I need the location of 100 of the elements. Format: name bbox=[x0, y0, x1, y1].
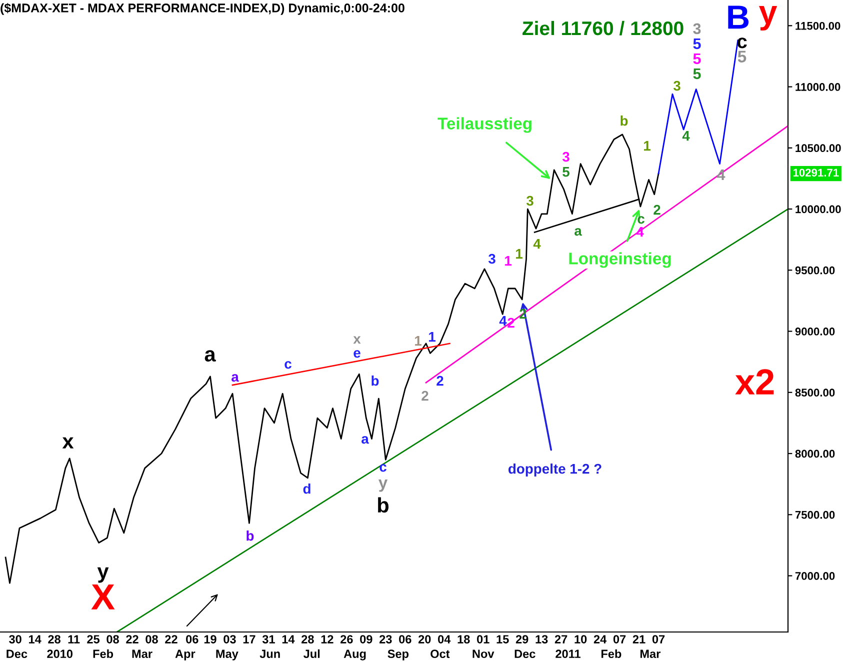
annotation: Longeinstieg bbox=[569, 252, 671, 268]
annotation: 5 bbox=[562, 167, 570, 177]
annotation: X bbox=[91, 584, 115, 610]
x2-tick-label: Sep bbox=[388, 650, 409, 660]
x2-tick-label: Feb bbox=[601, 649, 622, 658]
annotation: b bbox=[246, 530, 254, 541]
annotation: 4 bbox=[499, 316, 507, 326]
x-tick-label: 14 bbox=[28, 635, 42, 644]
annotation: 1 bbox=[429, 332, 436, 342]
x-tick-label: 15 bbox=[496, 635, 509, 644]
x-tick-label: 29 bbox=[516, 635, 528, 644]
y-tick-label: 8000.00 bbox=[795, 450, 835, 458]
annotation: 2 bbox=[422, 390, 428, 401]
x-tick-label: 11 bbox=[68, 635, 80, 644]
annotation: b bbox=[620, 116, 628, 126]
y-tick-label: 8500.00 bbox=[795, 388, 835, 397]
annotation: 3 bbox=[673, 80, 680, 91]
x-tick-label: 07 bbox=[613, 635, 626, 644]
x2-tick-label: Mar bbox=[132, 650, 152, 658]
x2-tick-label: Apr bbox=[175, 650, 196, 660]
y-tick-label: 7000.00 bbox=[795, 572, 835, 580]
annotation: e bbox=[354, 350, 360, 358]
x-tick-label: 06 bbox=[186, 635, 198, 644]
y-tick-label: 9500.00 bbox=[795, 266, 835, 274]
x-tick-label: 06 bbox=[399, 635, 412, 644]
x-tick-label: 22 bbox=[126, 635, 138, 644]
x2-tick-label: Jul bbox=[304, 649, 320, 658]
annotation: 1 bbox=[415, 336, 422, 346]
annotation: y bbox=[758, 6, 778, 31]
annotation: Teilausstieg bbox=[438, 117, 532, 133]
x2-tick-label: Dec bbox=[6, 650, 28, 658]
annotation: b bbox=[378, 497, 389, 513]
annotation: c bbox=[284, 361, 292, 369]
x-tick-label: 12 bbox=[321, 635, 334, 644]
annotation: c bbox=[380, 464, 386, 472]
annotation: 1 bbox=[505, 256, 512, 266]
x-tick-label: 08 bbox=[106, 635, 119, 644]
x2-tick-label: 2010 bbox=[47, 650, 73, 658]
x-tick-label: 18 bbox=[458, 635, 470, 644]
annotation: y bbox=[378, 480, 388, 492]
annotation: 3 bbox=[526, 196, 534, 206]
x-tick-label: 13 bbox=[536, 635, 548, 644]
annotation: a bbox=[204, 350, 216, 362]
y-tick-label: 11000.00 bbox=[796, 83, 840, 91]
x-tick-label: 10 bbox=[574, 635, 587, 644]
x2-tick-label: Mar bbox=[640, 650, 660, 658]
x-tick-label: 04 bbox=[438, 635, 451, 644]
x-tick-label: 17 bbox=[243, 635, 256, 644]
x-tick-label: 21 bbox=[632, 635, 646, 644]
x2-tick-label: May bbox=[216, 650, 238, 660]
x-tick-label: 28 bbox=[302, 635, 314, 644]
annotation: a bbox=[362, 436, 369, 444]
x2-tick-label: Feb bbox=[93, 649, 114, 658]
x2-tick-label: Nov bbox=[472, 650, 494, 658]
x-tick-label: 03 bbox=[224, 635, 236, 644]
x2-tick-label: 2011 bbox=[556, 650, 581, 658]
annotation: 5 bbox=[693, 53, 701, 64]
annotation: 2 bbox=[436, 376, 444, 386]
y-tick-label: 11500.00 bbox=[796, 22, 840, 30]
x2-tick-label: Jun bbox=[260, 650, 280, 658]
x-tick-label: 24 bbox=[594, 635, 607, 644]
annotation: 2 bbox=[520, 308, 526, 319]
x-tick-label: 30 bbox=[9, 635, 22, 644]
annotation: a bbox=[574, 228, 582, 236]
annotation: 5 bbox=[693, 38, 701, 50]
x2-tick-label: Aug bbox=[344, 650, 366, 660]
annotation: 4 bbox=[682, 131, 690, 141]
annotation: B bbox=[728, 6, 749, 29]
annotation: b bbox=[372, 376, 379, 386]
x2-tick-label: Oct bbox=[430, 650, 450, 658]
annotation: y bbox=[97, 567, 109, 583]
annotation: Ziel 11760 / 12800 bbox=[522, 20, 684, 36]
annotation: 5 bbox=[693, 68, 701, 80]
x-tick-label: 25 bbox=[87, 635, 100, 644]
y-tick-label: 10500.00 bbox=[796, 144, 841, 152]
y-tick-label: 9000.00 bbox=[795, 328, 835, 336]
annotation: 5 bbox=[738, 50, 746, 62]
annotation: d bbox=[303, 484, 310, 494]
annotation: a bbox=[232, 374, 239, 382]
annotation: 3 bbox=[693, 23, 701, 34]
y-tick-label: 7500.00 bbox=[795, 510, 835, 519]
x-tick-label: 27 bbox=[554, 635, 568, 644]
x-tick-label: 08 bbox=[146, 635, 158, 644]
annotation: 1 bbox=[644, 141, 650, 151]
annotation: doppelte 1-2 ? bbox=[508, 464, 602, 476]
x-tick-label: 19 bbox=[204, 635, 216, 644]
annotation: 4 bbox=[533, 239, 541, 249]
x-tick-label: 31 bbox=[262, 635, 275, 644]
y-tick-label: 10000.00 bbox=[796, 205, 841, 214]
chart-title: ($MDAX-XET - MDAX PERFORMANCE-INDEX,D) Dynamic,0:00-24:00 bbox=[0, 3, 404, 15]
x-tick-label: 22 bbox=[165, 635, 178, 644]
x-tick-label: 01 bbox=[477, 635, 490, 644]
annotation: 3 bbox=[488, 254, 496, 264]
annotation: x2 bbox=[735, 369, 774, 394]
annotation: c bbox=[638, 216, 644, 224]
x-tick-label: 26 bbox=[340, 635, 353, 644]
x-tick-label: 07 bbox=[652, 635, 665, 644]
x-tick-label: 20 bbox=[418, 635, 431, 644]
x-tick-label: 28 bbox=[48, 635, 60, 644]
annotation: x bbox=[353, 336, 361, 344]
